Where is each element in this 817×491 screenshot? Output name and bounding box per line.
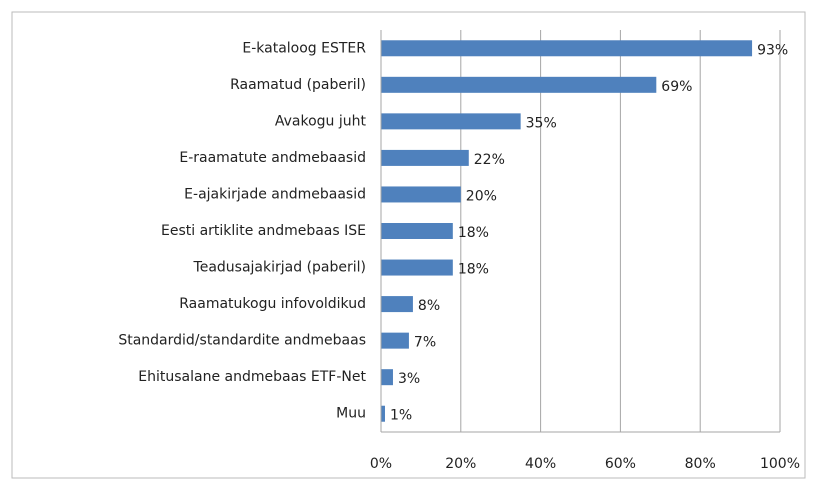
y-tick-label: Ehitusalane andmebaas ETF-Net [138, 369, 366, 385]
y-tick-label: E-raamatute andmebaasid [179, 150, 366, 166]
y-tick-label: Standardid/standardite andmebaas [118, 333, 366, 349]
y-tick-label: Avakogu juht [275, 113, 367, 129]
x-tick-label: 80% [685, 456, 716, 472]
bar [381, 40, 753, 57]
bar [381, 149, 469, 166]
y-tick-label: E-ajakirjade andmebaasid [184, 186, 366, 202]
value-label: 18% [458, 262, 489, 278]
bar [381, 223, 453, 239]
bar [381, 369, 393, 386]
bar [381, 76, 657, 93]
bar [381, 113, 521, 130]
value-label: 3% [398, 371, 420, 387]
value-label: 1% [390, 408, 412, 424]
bar [381, 186, 461, 203]
x-tick-label: 0% [370, 456, 392, 472]
value-label: 22% [474, 152, 505, 168]
x-tick-label: 40% [525, 456, 556, 472]
value-label: 18% [458, 225, 489, 241]
bar [381, 259, 453, 276]
value-label: 7% [414, 335, 436, 351]
bar [381, 296, 413, 313]
x-tick-label: 20% [445, 456, 476, 472]
value-label: 8% [418, 298, 440, 314]
y-tick-label: E-kataloog ESTER [242, 40, 366, 56]
value-label: 20% [466, 188, 497, 204]
x-tick-label: 60% [605, 456, 636, 472]
x-tick-label: 100% [760, 456, 800, 472]
value-label: 35% [526, 115, 557, 131]
bar [381, 405, 385, 422]
value-label: 69% [661, 79, 692, 95]
y-tick-label: Eesti artiklite andmebaas ISE [161, 223, 366, 239]
value-label: 93% [757, 42, 788, 58]
y-tick-label: Raamatud (paberil) [230, 77, 366, 93]
y-tick-label: Muu [336, 406, 366, 422]
y-tick-label: Raamatukogu infovoldikud [179, 296, 366, 312]
bar [381, 332, 409, 349]
y-tick-label: Teadusajakirjad (paberil) [193, 260, 366, 276]
